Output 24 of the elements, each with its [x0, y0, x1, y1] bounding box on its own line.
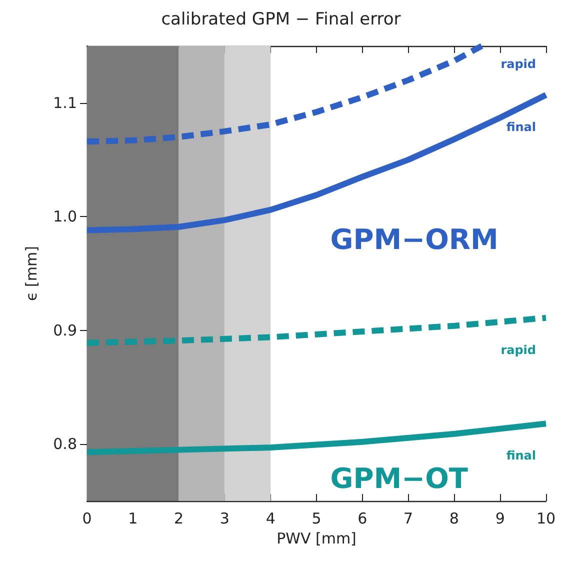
- series-label: final: [506, 120, 536, 134]
- x-tick-label: 3: [220, 510, 230, 528]
- series-label: final: [506, 448, 536, 463]
- y-tick-label: 1.1: [53, 94, 77, 112]
- x-axis-title: PWV [mm]: [276, 529, 356, 548]
- annotation: GPM−ORM: [330, 222, 498, 256]
- chart-title: calibrated GPM − Final error: [161, 10, 401, 30]
- annotation: GPM−OT: [330, 462, 468, 495]
- y-tick-label: 0.9: [53, 321, 77, 340]
- x-tick-label: 9: [495, 510, 505, 528]
- x-tick-label: 4: [266, 510, 276, 528]
- x-tick-label: 0: [82, 510, 92, 528]
- x-tick-label: 10: [536, 510, 556, 528]
- y-tick-label: 0.8: [53, 435, 77, 454]
- x-tick-label: 7: [404, 510, 414, 528]
- y-axis-title: ϵ [mm]: [22, 246, 40, 301]
- x-tick-label: 8: [449, 510, 459, 528]
- series-label: rapid: [500, 57, 536, 71]
- y-tick-label: 1.0: [53, 208, 77, 226]
- x-tick-label: 1: [128, 510, 138, 528]
- series-label: rapid: [500, 342, 536, 357]
- x-tick-label: 5: [312, 510, 322, 528]
- x-tick-label: 2: [174, 510, 184, 528]
- x-tick-label: 6: [358, 510, 368, 528]
